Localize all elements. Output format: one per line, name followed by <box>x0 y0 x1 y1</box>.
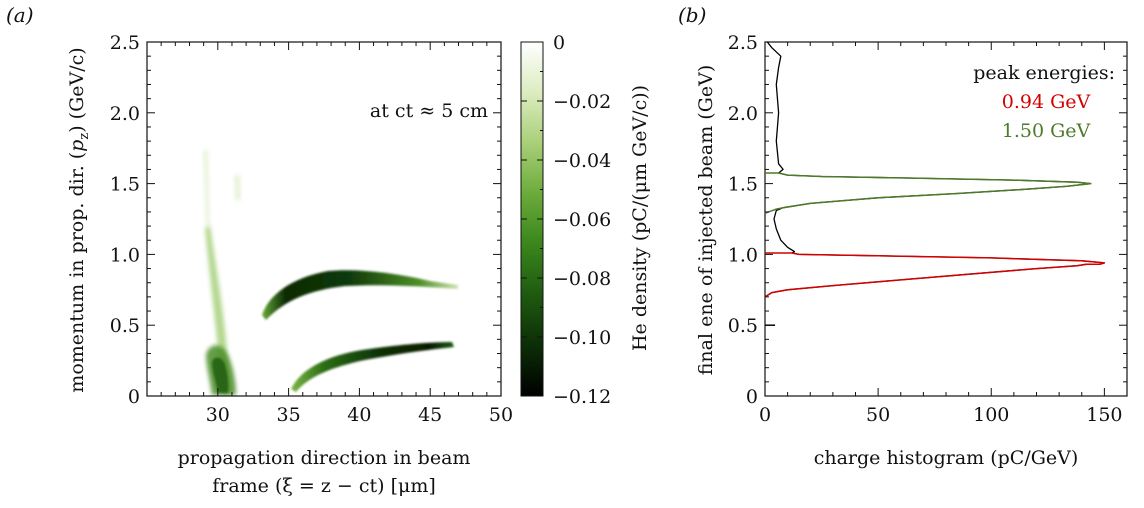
colorbar-label: He density (pC/(μm GeV/c)) <box>629 85 651 351</box>
panel-a-ytick-label: 2.0 <box>110 103 140 125</box>
panel-b-xlabel: charge histogram (pC/GeV) <box>814 447 1079 469</box>
heatmap-feature-streak-bottom-core <box>212 357 229 393</box>
panel-a-xtick-label: 35 <box>277 404 301 426</box>
heatmap-area <box>203 150 458 395</box>
colorbar-tick-label: 0 <box>553 32 565 54</box>
colorbar-tick-label: −0.12 <box>553 386 611 408</box>
panel-a-xtick-label: 50 <box>489 404 513 426</box>
panel-a-y-ticks: 0 0.5 1.0 1.5 2.0 2.5 <box>110 32 501 408</box>
panel-b-ylabel: final ene of injected beam (GeV) <box>695 65 717 376</box>
panel-a-frame <box>146 41 502 397</box>
panel-b-ytick-label: 0 <box>746 386 758 408</box>
panel-a-xlabel-line2: frame (ξ = z − ct) [μm] <box>212 475 436 497</box>
panel-b-xtick-label: 0 <box>759 404 771 426</box>
panel-a-ytick-label: 1.0 <box>110 244 140 266</box>
panel-a-xtick-label: 30 <box>206 404 230 426</box>
panel-b-y-ticks: 0 0.5 1.0 1.5 2.0 2.5 <box>728 32 1127 408</box>
panel-a-xlabel-line1: propagation direction in beam <box>178 447 471 469</box>
panel-a-ytick-label: 2.5 <box>110 32 140 54</box>
heatmap-feature-faint-spot <box>234 175 241 200</box>
colorbar-tick-label: −0.08 <box>553 268 611 290</box>
legend-entry-0-94-gev: 0.94 GeV <box>1002 91 1091 113</box>
panel-a-ytick-label: 1.5 <box>110 174 140 196</box>
panel-a-xtick-label: 40 <box>347 404 371 426</box>
panel-a-xtick-label: 45 <box>418 404 442 426</box>
panel-a-ylabel: momentum in prop. dir. (pz) (GeV/c) <box>66 47 92 392</box>
panel-b-xtick-label: 50 <box>866 404 890 426</box>
panel-b-ytick-label: 2.5 <box>728 32 758 54</box>
panel-b-ytick-label: 2.0 <box>728 103 758 125</box>
panel-b-label: (b) <box>678 3 706 27</box>
panel-a-ytick-label: 0.5 <box>110 315 140 337</box>
series-line-0-94-gev <box>764 252 1106 298</box>
colorbar-tick-label: −0.04 <box>553 150 611 172</box>
colorbar-tick-label: −0.06 <box>553 209 611 231</box>
colorbar-tick-label: −0.02 <box>553 91 611 113</box>
colorbar-tick-label: −0.10 <box>553 327 611 349</box>
panel-a-ytick-label: 0 <box>128 386 140 408</box>
panel-a-x-ticks: 30 35 40 45 50 <box>160 42 513 426</box>
panel-b-lines <box>764 41 1106 326</box>
legend-title: peak energies: <box>973 62 1115 84</box>
panel-b-ytick-label: 1.5 <box>728 174 758 196</box>
panel-b-ytick-label: 1.0 <box>728 244 758 266</box>
legend-entry-1-50-gev: 1.50 GeV <box>1002 120 1091 142</box>
heatmap-feature-streak-top <box>203 150 210 228</box>
panel-b-ytick-label: 0.5 <box>728 315 758 337</box>
panel-a-label: (a) <box>6 3 34 27</box>
heatmap-feature-upper-arc <box>262 270 458 320</box>
panel-b-xtick-label: 150 <box>1086 404 1122 426</box>
heatmap-feature-lower-arc <box>291 342 454 392</box>
panel-a-annotation: at ct ≈ 5 cm <box>370 100 488 122</box>
series-line-1-50-gev <box>764 172 1092 215</box>
panel-b-x-ticks: 0 50 100 150 <box>759 42 1123 426</box>
colorbar-ticks: 0 −0.02 −0.04 −0.06 −0.08 −0.10 −0.12 <box>521 32 611 408</box>
panel-b-xtick-label: 100 <box>973 404 1009 426</box>
